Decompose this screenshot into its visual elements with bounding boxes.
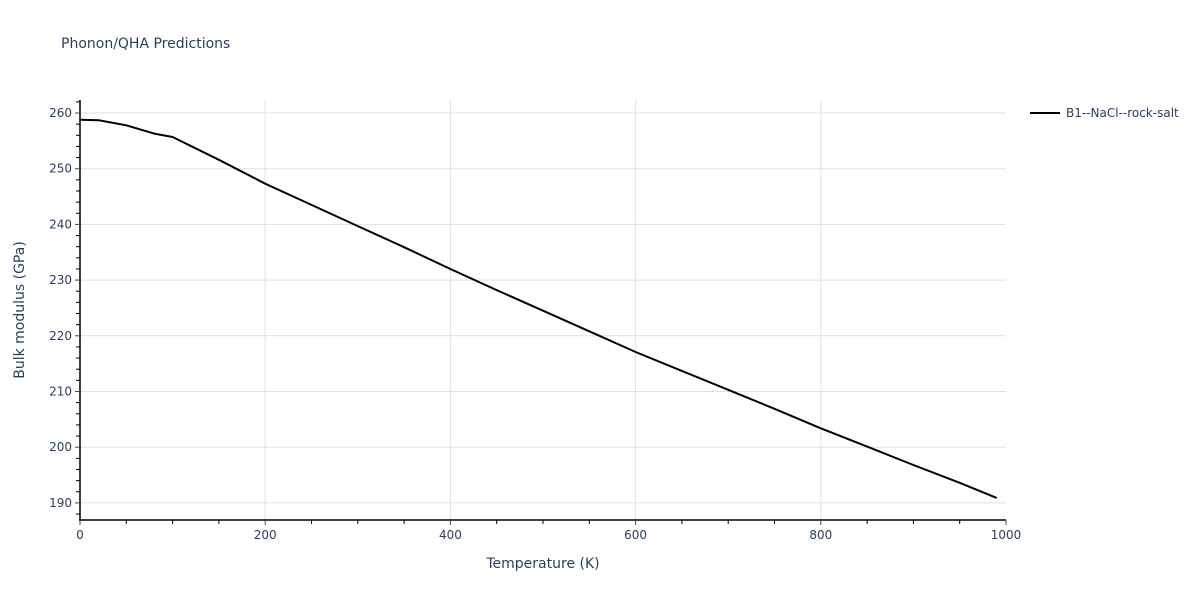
- legend-label: B1--NaCl--rock-salt: [1066, 106, 1179, 120]
- y-tick-label: 240: [49, 217, 72, 231]
- x-tick-label: 0: [76, 528, 84, 542]
- tick-labels: 0 200 400 600 800 1000 190 200 210 220 230 240 250 26…: [49, 106, 1021, 542]
- gridlines: [80, 100, 1006, 520]
- y-axis-title: Bulk modulus (GPa): [12, 241, 28, 379]
- x-tick-label: 800: [809, 528, 832, 542]
- legend-item-b1-nacl-rock-salt[interactable]: B1--NaCl--rock-salt: [1030, 106, 1179, 120]
- y-tick-label: 260: [49, 106, 72, 120]
- x-axis-title: Temperature (K): [485, 556, 599, 572]
- x-tick-label: 1000: [991, 528, 1022, 542]
- x-tick-label: 200: [254, 528, 277, 542]
- y-tick-label: 220: [49, 329, 72, 343]
- y-tick-label: 190: [49, 496, 72, 510]
- x-tick-label: 400: [439, 528, 462, 542]
- y-tick-label: 200: [49, 440, 72, 454]
- y-tick-label: 250: [49, 162, 72, 176]
- series-line-b1-nacl-rock-salt[interactable]: [79, 118, 998, 499]
- y-tick-label: 210: [49, 385, 72, 399]
- chart-title: Phonon/QHA Predictions: [61, 36, 231, 52]
- legend-line-swatch-icon: [1030, 112, 1060, 114]
- axes: [75, 100, 1007, 525]
- y-tick-label: 230: [49, 273, 72, 287]
- x-tick-label: 600: [624, 528, 647, 542]
